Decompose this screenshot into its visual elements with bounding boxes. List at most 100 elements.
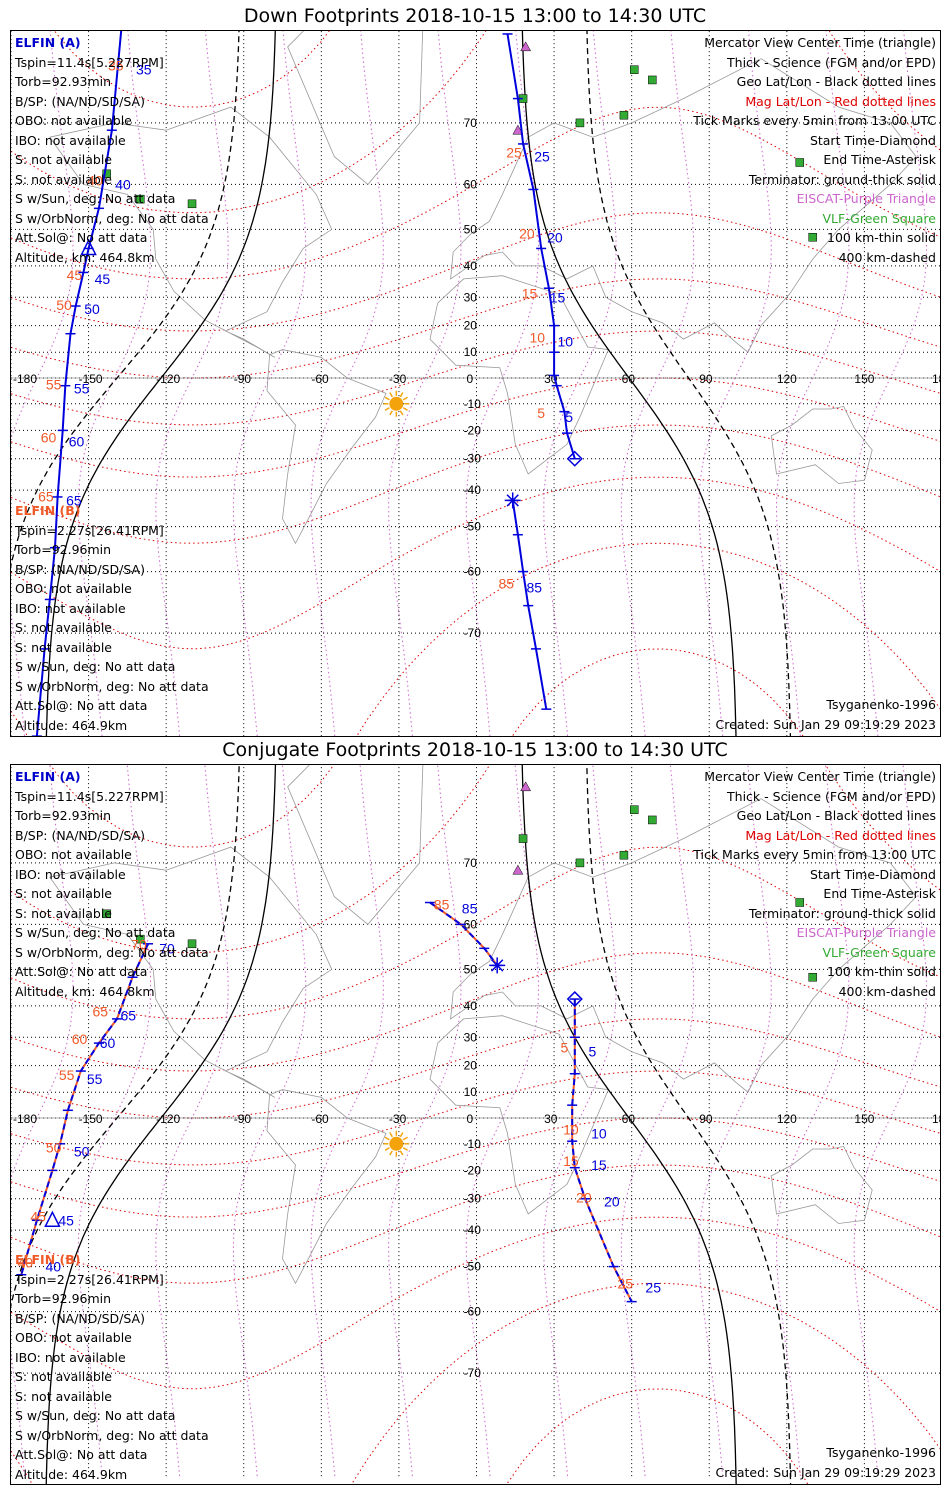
lat-tick-label: -30 — [464, 1192, 482, 1206]
tick-label: 55 — [46, 376, 62, 392]
legend-item: Terminator: ground-thick solid — [748, 905, 936, 921]
legend-item: Start Time-Diamond — [809, 866, 936, 882]
lon-tick-label: 120 — [777, 1112, 797, 1126]
tick-label: 45 — [95, 271, 111, 287]
elfin-track-segment — [511, 500, 548, 710]
vlf-station-icon — [630, 805, 639, 814]
lat-tick-label: -60 — [464, 1305, 482, 1319]
mag-lat-line — [54, 31, 330, 108]
lon-tick-label: -60 — [311, 372, 329, 386]
map-frame: -180 -150 -120 -90 -60 -30 0 30 60 90 120 150 180 70 6… — [10, 764, 941, 1485]
mag-lat-line — [511, 648, 804, 736]
lat-tick-label: -70 — [464, 1366, 482, 1380]
sun-ray — [384, 1147, 390, 1151]
info-line: Torb=92.93min — [15, 808, 112, 823]
lat-tick-label: -30 — [464, 452, 482, 466]
info-line: Altitude: 464.9km — [15, 1466, 128, 1482]
center-time-triangle-icon — [44, 1210, 61, 1228]
legend-item: Thick - Science (FGM and/or EPD) — [727, 788, 936, 804]
lon-tick-label: 90 — [699, 372, 713, 386]
vlf-station-icon — [795, 158, 805, 167]
tick-label: 55 — [74, 380, 90, 396]
info-line: Att.Sol@: No att data — [15, 230, 148, 245]
lat-tick-label: 40 — [464, 999, 478, 1013]
tick-label: 60 — [100, 1035, 116, 1051]
mag-lat-line — [11, 1070, 940, 1166]
vlf-station-icon — [795, 898, 805, 907]
start-diamond-icon — [566, 450, 583, 467]
tick-label: 25 — [645, 1280, 661, 1296]
elfin-a-name: ELFIN (A) — [15, 35, 81, 50]
vlf-station-icon — [619, 850, 629, 860]
lon-tick-label: 180 — [932, 372, 941, 386]
info-line: IBO: not available — [15, 1349, 126, 1365]
legend-item: Geo Lat/Lon - Black dotted lines — [736, 74, 936, 89]
tick-label: 15 — [550, 289, 566, 305]
vlf-station-icon — [648, 75, 657, 85]
mag-lat-line — [11, 476, 940, 650]
tick-label: 20 — [547, 229, 563, 245]
lat-tick-label: 20 — [464, 1059, 478, 1073]
legend: Mercator View Center Time (triangle) Thi… — [693, 767, 936, 1001]
lat-tick-label: -40 — [464, 483, 482, 497]
info-line: IBO: not available — [15, 132, 126, 148]
tick-label: 60 — [72, 1031, 88, 1047]
lon-tick-label: -30 — [389, 1112, 407, 1126]
tick-label: 40 — [45, 1259, 61, 1275]
tick-label: 65 — [92, 1004, 108, 1020]
info-line: Tspin=2.27s[26.41RPM] — [15, 522, 164, 538]
terminator-line — [521, 31, 737, 736]
tick-label: 40 — [115, 176, 131, 192]
legend-item: Tick Marks every 5min from 13:00 UTC — [693, 113, 936, 128]
tick-label: 20 — [576, 1190, 592, 1206]
vlf-station-icon — [187, 939, 197, 949]
sun-ray — [389, 1132, 393, 1138]
info-line: Att.Sol@: No att data — [15, 964, 148, 979]
mag-lat-line — [11, 1282, 940, 1484]
sun-ray — [389, 1150, 393, 1156]
vlf-station-icon — [630, 65, 639, 74]
vlf-station-icon — [808, 973, 817, 982]
info-line: Torb=92.96min — [15, 542, 112, 557]
tick-label: 10 — [591, 1125, 607, 1141]
lat-tick-label: 60 — [464, 177, 478, 191]
info-line: Tspin=2.27s[26.41RPM] — [15, 1271, 164, 1287]
info-line: S: not available — [15, 171, 112, 187]
info-line: S w/OrbNorm, deg: No att data — [15, 944, 209, 960]
eiscat-station-icon — [520, 781, 532, 792]
lat-tick-label: 40 — [464, 259, 478, 273]
lat-tick-label: -60 — [464, 565, 482, 579]
info-line: Torb=92.93min — [15, 74, 112, 89]
lat-tick-label: 50 — [464, 222, 478, 236]
legend: Mercator View Center Time (triangle) Thi… — [693, 33, 936, 267]
lon-tick-label: 30 — [544, 1112, 558, 1126]
tick-label: 35 — [108, 58, 124, 74]
info-line: Torb=92.96min — [15, 1291, 112, 1306]
tick-label: 25 — [617, 1276, 633, 1292]
info-line: B/SP: (NA/ND/SD/SA) — [15, 93, 145, 109]
lat-tick-label: -20 — [464, 423, 482, 437]
vlf-station-icon — [575, 858, 585, 868]
elfin-b-track — [506, 33, 576, 459]
eiscat-station-icon — [520, 41, 532, 52]
legend-item: VLF-Green Square — [822, 210, 936, 226]
legend-item: EISCAT-Purple Triangle — [796, 191, 936, 206]
sun-ray — [402, 407, 408, 411]
info-line: S: not available — [15, 1388, 112, 1404]
tick-label: 5 — [561, 1040, 569, 1056]
info-line: S: not available — [15, 886, 112, 901]
lon-tick-label: 150 — [854, 1112, 874, 1126]
elfin-a-track — [35, 31, 123, 736]
sun-icon — [389, 396, 404, 411]
end-asterisk-icon — [506, 494, 519, 507]
lat-tick-label: -70 — [464, 626, 482, 640]
lat-tick-label: 50 — [464, 962, 478, 976]
elfin-b-info: ELFIN (B) Tspin=2.27s[26.41RPM] Torb=92.… — [15, 1250, 209, 1484]
elfin-a-info: ELFIN (A) Tspin=11.4s[5.227RPM] Torb=92.… — [15, 767, 209, 1001]
lon-tick-label: -90 — [234, 1112, 252, 1126]
lat-tick-label: -10 — [464, 1137, 482, 1151]
info-line: S: not available — [15, 639, 112, 655]
info-line: OBO: not available — [15, 1330, 132, 1345]
vlf-station-icon — [648, 815, 657, 825]
map-canvas: -180 -150 -120 -90 -60 -30 0 30 60 90 120 150 180 70 6… — [11, 31, 941, 736]
